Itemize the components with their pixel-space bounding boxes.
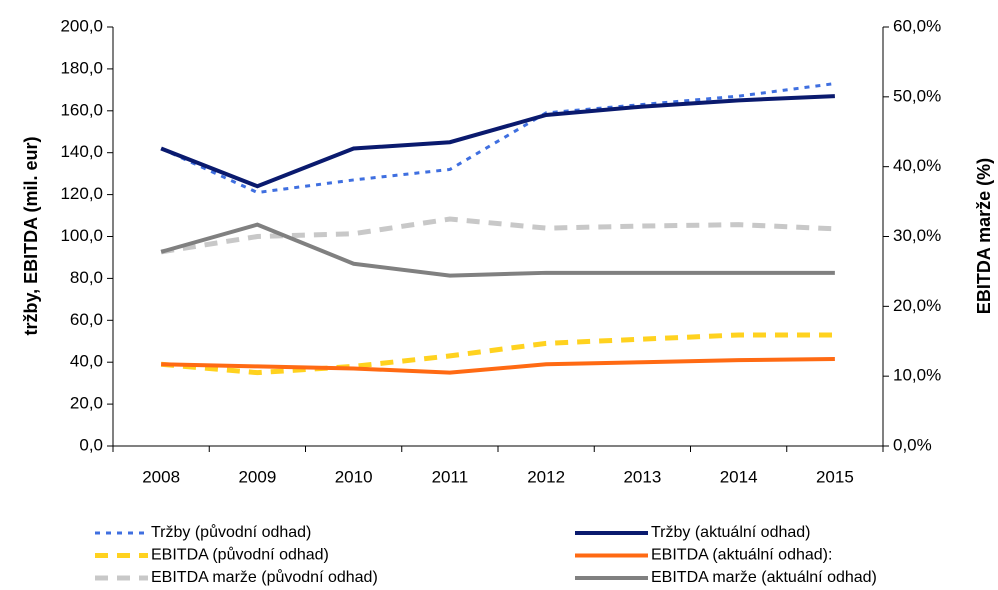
y2-tick-label: 20,0% — [893, 296, 941, 315]
legend-label: EBITDA (původní odhad) — [151, 546, 329, 564]
x-tick-label: 2012 — [527, 467, 565, 486]
series-line — [160, 82, 836, 195]
x-tick-label: 2013 — [623, 467, 661, 486]
x-tick-label: 2008 — [142, 467, 180, 486]
y2-tick-label: 50,0% — [893, 86, 941, 105]
y2-tick-label: 30,0% — [893, 226, 941, 245]
y-tick-label: 60,0 — [70, 310, 103, 329]
x-tick-label: 2011 — [432, 467, 469, 486]
legend-label: EBITDA marže (aktuální odhad) — [651, 569, 877, 586]
y2-tick-label: 60,0% — [893, 16, 941, 35]
legend-label: Tržby (aktuální odhad) — [651, 524, 810, 541]
legend-label: EBITDA (aktuální odhad): — [651, 547, 832, 564]
y2-tick-label: 0,0% — [893, 435, 932, 454]
y-tick-label: 40,0 — [70, 352, 103, 371]
legend-label: EBITDA marže (původní odhad) — [151, 568, 378, 586]
x-tick-label: 2009 — [238, 467, 276, 486]
y-tick-label: 100,0 — [60, 226, 103, 245]
x-tick-label: 2014 — [720, 467, 758, 486]
y2-axis-label: EBITDA marže (%) — [974, 158, 994, 314]
series-line — [160, 332, 835, 376]
y2-tick-label: 10,0% — [893, 366, 941, 385]
x-tick-label: 2015 — [816, 467, 854, 486]
y-tick-label: 80,0 — [70, 268, 103, 287]
series-line — [161, 357, 835, 375]
y-tick-label: 0,0 — [79, 435, 103, 454]
y-tick-label: 200,0 — [60, 16, 103, 35]
series-line — [160, 222, 835, 278]
legend-label: Tržby (původní odhad) — [151, 523, 311, 541]
x-tick-label: 2010 — [335, 467, 373, 486]
y-tick-label: 180,0 — [60, 58, 103, 77]
y-tick-label: 20,0 — [70, 394, 103, 413]
y-tick-label: 160,0 — [60, 100, 103, 119]
y-tick-label: 140,0 — [60, 142, 103, 161]
y2-tick-label: 40,0% — [893, 156, 941, 175]
y-tick-label: 120,0 — [60, 184, 103, 203]
y-axis-label: tržby, EBITDA (mil. eur) — [21, 136, 41, 335]
series-line — [160, 216, 835, 255]
series-line — [160, 94, 835, 189]
